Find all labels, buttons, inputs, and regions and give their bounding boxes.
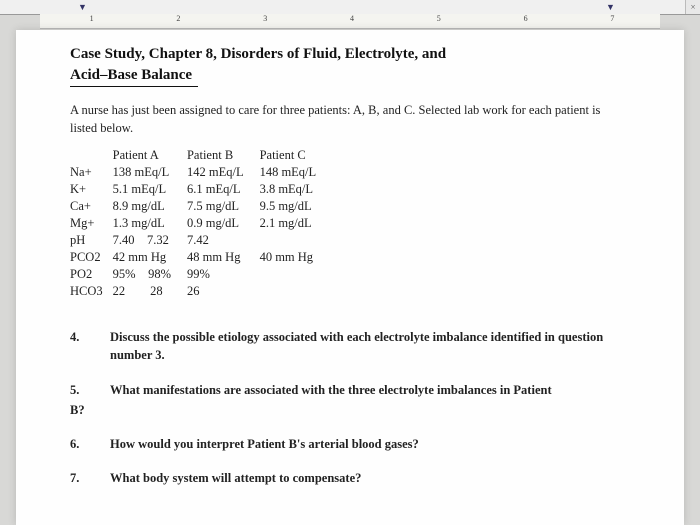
row-label: K+	[70, 181, 113, 198]
table-row: pH7.40 7.327.42	[70, 232, 332, 249]
ruler-mark: 1	[90, 14, 94, 23]
row-label: Ca+	[70, 198, 113, 215]
questions-section: 4.Discuss the possible etiology associat…	[70, 328, 630, 487]
table-cell: 0.9 mg/dL	[187, 215, 260, 232]
title-line-1: Case Study, Chapter 8, Disorders of Flui…	[70, 46, 446, 62]
question-number: 6.	[70, 435, 110, 453]
document-page: Case Study, Chapter 8, Disorders of Flui…	[16, 30, 684, 525]
question-row-continuation: B?	[70, 401, 630, 419]
table-cell	[260, 283, 333, 300]
table-cell: 3.8 mEq/L	[260, 181, 333, 198]
table-cell: 7.40 7.32	[113, 232, 187, 249]
question-row: 6.How would you interpret Patient B's ar…	[70, 435, 630, 453]
ruler-mark: 7	[610, 14, 614, 23]
question-number: 4.	[70, 328, 110, 364]
table-row: K+5.1 mEq/L6.1 mEq/L3.8 mEq/L	[70, 181, 332, 198]
table-cell: 48 mm Hg	[187, 249, 260, 266]
app-toolbar: ▼ ▼ ×	[0, 0, 700, 15]
question-text: Discuss the possible etiology associated…	[110, 328, 630, 364]
table-row: HCO322 2826	[70, 283, 332, 300]
question-number: 7.	[70, 469, 110, 487]
table-cell: 142 mEq/L	[187, 164, 260, 181]
row-label: PO2	[70, 266, 113, 283]
intro-paragraph: A nurse has just been assigned to care f…	[70, 101, 630, 137]
table-cell: 26	[187, 283, 260, 300]
table-cell: 7.42	[187, 232, 260, 249]
row-label: pH	[70, 232, 113, 249]
table-row: Ca+8.9 mg/dL7.5 mg/dL9.5 mg/dL	[70, 198, 332, 215]
document-title: Case Study, Chapter 8, Disorders of Flui…	[70, 44, 630, 87]
table-row: PO295% 98%99%	[70, 266, 332, 283]
caret-down-icon[interactable]: ▼	[606, 2, 615, 12]
ruler-mark: 4	[350, 14, 354, 23]
table-cell: 138 mEq/L	[113, 164, 187, 181]
table-cell: 1.3 mg/dL	[113, 215, 187, 232]
table-cell: 6.1 mEq/L	[187, 181, 260, 198]
ruler-mark: 6	[524, 14, 528, 23]
question-text: What body system will attempt to compens…	[110, 469, 630, 487]
question-row: 4.Discuss the possible etiology associat…	[70, 328, 630, 364]
ruler-mark: 3	[263, 14, 267, 23]
table-header-row: Patient A Patient B Patient C	[70, 147, 332, 164]
horizontal-ruler: 1 2 3 4 5 6 7	[40, 14, 660, 29]
table-header: Patient A	[113, 147, 187, 164]
row-label: Mg+	[70, 215, 113, 232]
table-cell: 5.1 mEq/L	[113, 181, 187, 198]
question-row: 7.What body system will attempt to compe…	[70, 469, 630, 487]
lab-values-table: Patient A Patient B Patient C Na+138 mEq…	[70, 147, 332, 300]
table-cell	[260, 266, 333, 283]
question-row: 5.What manifestations are associated wit…	[70, 381, 630, 399]
table-cell: 99%	[187, 266, 260, 283]
question-text: How would you interpret Patient B's arte…	[110, 435, 630, 453]
table-cell: 8.9 mg/dL	[113, 198, 187, 215]
table-cell: 9.5 mg/dL	[260, 198, 333, 215]
ruler-mark: 5	[437, 14, 441, 23]
table-row: Mg+1.3 mg/dL0.9 mg/dL2.1 mg/dL	[70, 215, 332, 232]
table-cell: 42 mm Hg	[113, 249, 187, 266]
question-number: 5.	[70, 381, 110, 399]
title-line-2: Acid–Base Balance	[70, 65, 198, 87]
table-row: Na+138 mEq/L142 mEq/L148 mEq/L	[70, 164, 332, 181]
row-label: HCO3	[70, 283, 113, 300]
table-cell: 95% 98%	[113, 266, 187, 283]
table-header: Patient B	[187, 147, 260, 164]
row-label: PCO2	[70, 249, 113, 266]
row-label: Na+	[70, 164, 113, 181]
table-row: PCO242 mm Hg48 mm Hg40 mm Hg	[70, 249, 332, 266]
table-cell	[260, 232, 333, 249]
ruler-mark: 2	[176, 14, 180, 23]
table-cell: 7.5 mg/dL	[187, 198, 260, 215]
table-header: Patient C	[260, 147, 333, 164]
question-text: What manifestations are associated with …	[110, 381, 630, 399]
table-header	[70, 147, 113, 164]
close-icon[interactable]: ×	[685, 0, 700, 14]
table-cell: 148 mEq/L	[260, 164, 333, 181]
caret-down-icon[interactable]: ▼	[78, 2, 87, 12]
table-cell: 22 28	[113, 283, 187, 300]
table-cell: 40 mm Hg	[260, 249, 333, 266]
table-cell: 2.1 mg/dL	[260, 215, 333, 232]
question-trailing-label: B?	[70, 401, 110, 419]
